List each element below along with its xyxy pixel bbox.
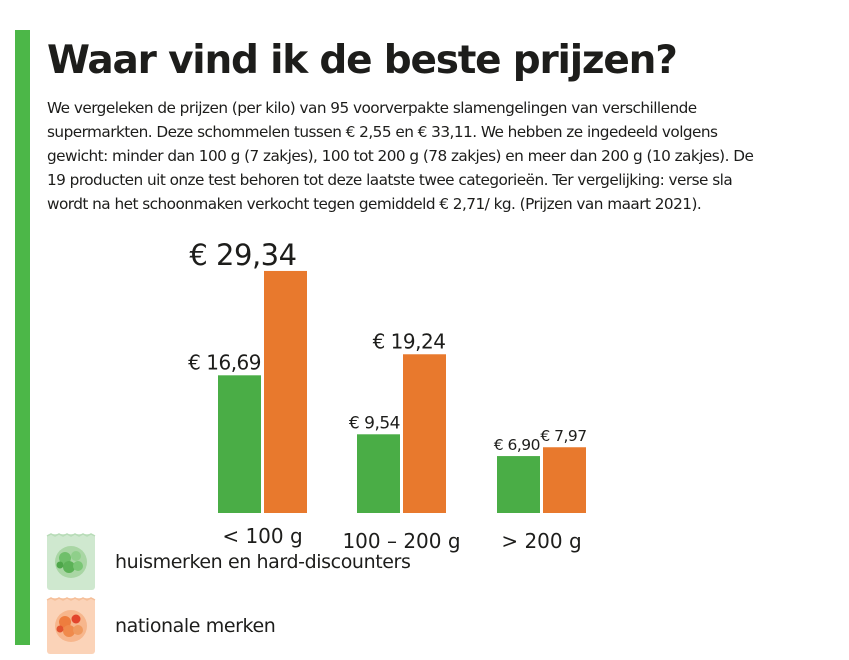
page-title: Waar vind ik de beste prijzen? xyxy=(47,38,678,83)
value-label: € 29,34 xyxy=(189,238,296,272)
bar-nationale-merken-2 xyxy=(543,447,586,513)
value-label: € 6,90 xyxy=(494,436,540,454)
accent-bar xyxy=(15,30,30,645)
green-salad-bag-icon xyxy=(46,533,96,590)
intro-line: 19 producten uit onze test behoren tot d… xyxy=(47,171,733,189)
intro-line: supermarkten. Deze schommelen tussen € 2… xyxy=(47,123,718,141)
intro-line: gewicht: minder dan 100 g (7 zakjes), 10… xyxy=(47,147,754,165)
legend-item-huismerken: huismerken en hard-discounters xyxy=(45,532,411,592)
bar-huismerken-1 xyxy=(357,434,400,513)
intro-paragraph: We vergeleken de prijzen (per kilo) van … xyxy=(47,96,787,216)
bar-huismerken-2 xyxy=(497,456,540,513)
legend-item-nationale-merken: nationale merken xyxy=(45,596,276,656)
bar-nationale-merken-0 xyxy=(264,270,307,513)
value-label: € 19,24 xyxy=(373,329,446,353)
orange-salad-bag-icon xyxy=(46,597,96,654)
intro-line: wordt na het schoonmaken verkocht tegen … xyxy=(47,195,702,213)
value-label: € 16,69 xyxy=(188,350,261,374)
bar-huismerken-0 xyxy=(218,375,261,513)
category-label: < 100 g xyxy=(222,524,302,548)
bar-nationale-merken-1 xyxy=(403,354,446,513)
intro-line: We vergeleken de prijzen (per kilo) van … xyxy=(47,99,697,117)
value-label: € 9,54 xyxy=(349,413,400,433)
category-label: 100 – 200 g xyxy=(342,529,460,553)
category-label: > 200 g xyxy=(501,529,581,553)
legend-label: nationale merken xyxy=(115,615,276,637)
legend-label: huismerken en hard-discounters xyxy=(115,551,411,573)
value-label: € 7,97 xyxy=(540,427,586,445)
